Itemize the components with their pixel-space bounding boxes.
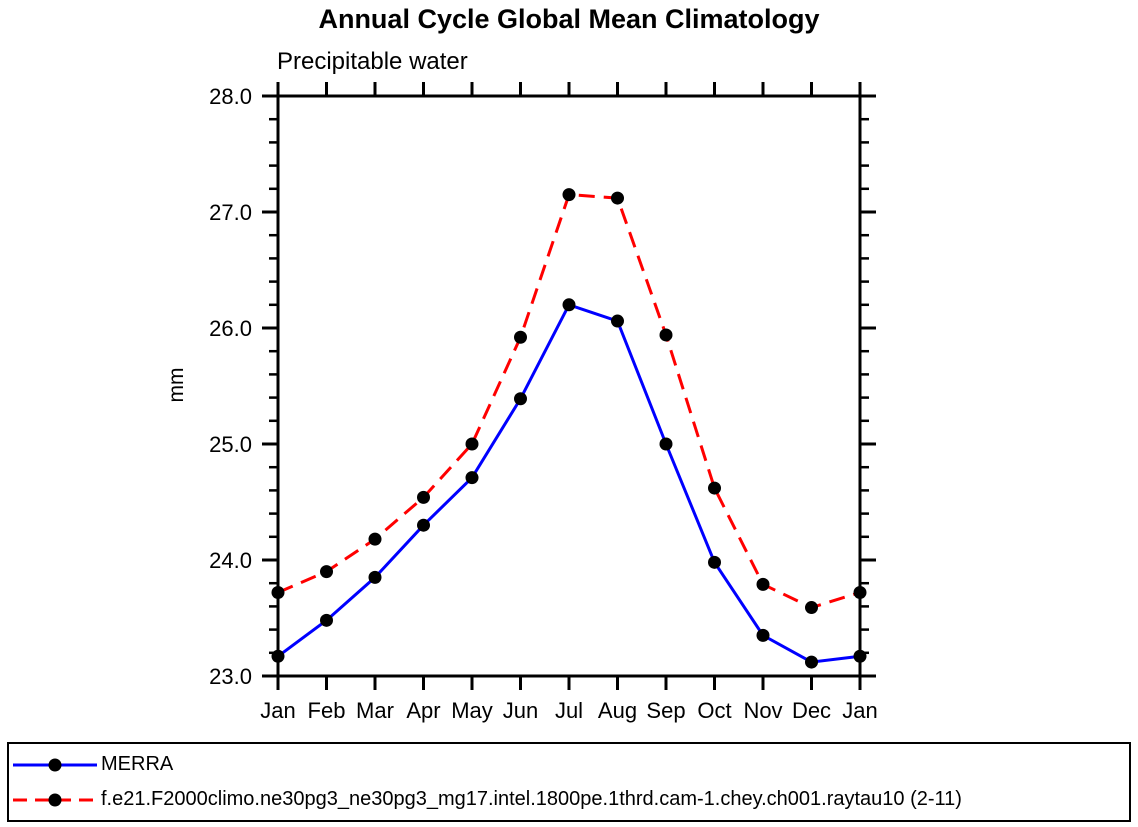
- chart-title: Annual Cycle Global Mean Climatology: [318, 4, 820, 34]
- data-point-marker: [611, 314, 624, 328]
- legend-marker-dot: [48, 793, 62, 806]
- x-axis-tick-label: Aug: [598, 698, 637, 723]
- merra-series-line: [277, 302, 861, 664]
- data-point-marker: [514, 330, 527, 344]
- data-point-marker: [514, 392, 527, 406]
- data-point-marker: [562, 298, 576, 312]
- legend-label-merra: MERRA: [101, 753, 174, 775]
- data-point-marker: [417, 490, 430, 504]
- data-point-marker: [320, 565, 333, 579]
- chart-subtitle: Precipitable water: [277, 48, 468, 75]
- y-axis-tick-label: 26.0: [209, 316, 252, 341]
- data-point-marker: [756, 577, 770, 591]
- data-point-marker: [756, 628, 770, 642]
- y-axis-tick-label: 28.0: [209, 84, 252, 109]
- y-axis-tick-label: 24.0: [209, 548, 252, 573]
- x-axis-tick-label: Dec: [792, 698, 831, 723]
- x-axis-tick-label: Jul: [555, 698, 583, 723]
- legend-item-model: f.e21.F2000climo.ne30pg3_ne30pg3_mg17.in…: [9, 782, 1129, 817]
- data-point-marker: [805, 601, 818, 615]
- data-point-marker: [708, 481, 721, 495]
- legend-line-sample-dashed: [13, 793, 97, 806]
- data-point-marker: [368, 570, 382, 584]
- legend-marker-dot: [48, 758, 62, 771]
- x-axis-tick-label: Sep: [646, 698, 685, 723]
- x-axis-tick-label: Jun: [503, 698, 538, 723]
- x-axis-tick-label: Apr: [406, 698, 440, 723]
- data-point-marker: [368, 532, 382, 546]
- data-point-marker: [805, 655, 818, 669]
- data-point-marker: [417, 518, 430, 532]
- x-axis-tick-label: May: [451, 698, 493, 723]
- data-point-marker: [853, 649, 867, 663]
- legend-line-sample-solid: [13, 758, 97, 771]
- x-axis-tick-label: Feb: [308, 698, 346, 723]
- data-point-marker: [465, 471, 479, 485]
- x-axis-tick-label: Jan: [842, 698, 877, 723]
- y-axis-tick-label: 27.0: [209, 200, 252, 225]
- x-axis-tick-label: Oct: [697, 698, 731, 723]
- data-point-marker: [562, 188, 576, 202]
- data-point-marker: [853, 585, 867, 599]
- model-series-line: [277, 193, 861, 610]
- data-point-marker: [271, 585, 285, 599]
- x-axis-tick-label: Mar: [356, 698, 394, 723]
- legend-item-merra: MERRA: [9, 747, 1129, 782]
- x-axis-tick-label: Jan: [260, 698, 295, 723]
- x-axis-tick-label: Nov: [743, 698, 782, 723]
- data-point-marker: [320, 613, 333, 627]
- data-point-marker: [611, 191, 624, 205]
- y-axis-tick-label: 23.0: [209, 664, 252, 689]
- data-point-marker: [659, 328, 673, 342]
- data-point-marker: [708, 555, 721, 569]
- y-axis-tick-label: 25.0: [209, 432, 252, 457]
- data-point-marker: [465, 437, 479, 451]
- legend-label-model: f.e21.F2000climo.ne30pg3_ne30pg3_mg17.in…: [101, 788, 962, 810]
- legend-box: MERRA f.e21.F2000climo.ne30pg3_ne30pg3_m…: [7, 742, 1131, 822]
- data-point-marker: [271, 649, 285, 663]
- data-point-marker: [659, 437, 673, 451]
